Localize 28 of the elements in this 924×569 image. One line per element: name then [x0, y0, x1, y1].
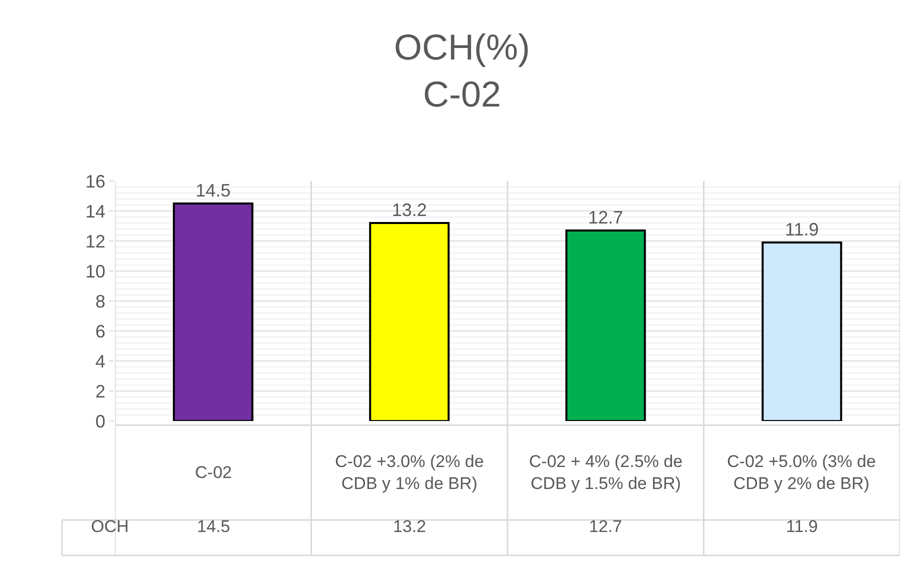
x-tick-label: C-02 — [195, 463, 232, 482]
y-tick-label: 6 — [95, 321, 106, 342]
y-tick-label: 0 — [95, 411, 106, 432]
bar — [762, 242, 842, 421]
y-tick-label: 10 — [85, 261, 106, 282]
text: OCH — [91, 517, 129, 536]
x-tick-label: C-02 +5.0% (3% de CDB y 2% de BR) — [727, 452, 876, 494]
text: 14.5 — [197, 517, 230, 536]
bar — [172, 202, 254, 421]
data-label: 11.9 — [785, 220, 819, 240]
text: 11.9 — [786, 517, 818, 536]
y-tick-label: 4 — [95, 351, 106, 372]
chart-title: OCH(%) — [394, 26, 530, 68]
y-tick-label: 8 — [95, 291, 106, 312]
x-tick-label: C-02 + 4% (2.5% de CDB y 1.5% de BR) — [529, 452, 683, 494]
x-tick-label: C-02 +3.0% (2% de CDB y 1% de BR) — [335, 452, 484, 494]
y-tick-label: 2 — [95, 381, 106, 402]
y-tick-label: 12 — [85, 231, 106, 252]
text: 12.7 — [589, 517, 622, 536]
data-label: 14.5 — [196, 180, 231, 200]
data-label: 13.2 — [392, 200, 427, 220]
bar — [369, 222, 450, 421]
text: 13.2 — [393, 517, 426, 536]
chart-subtitle: C-02 — [422, 74, 502, 115]
data-label: 12.7 — [588, 208, 624, 228]
bar — [565, 230, 646, 421]
y-tick-label: 16 — [85, 171, 106, 192]
y-tick-label: 14 — [85, 201, 106, 222]
